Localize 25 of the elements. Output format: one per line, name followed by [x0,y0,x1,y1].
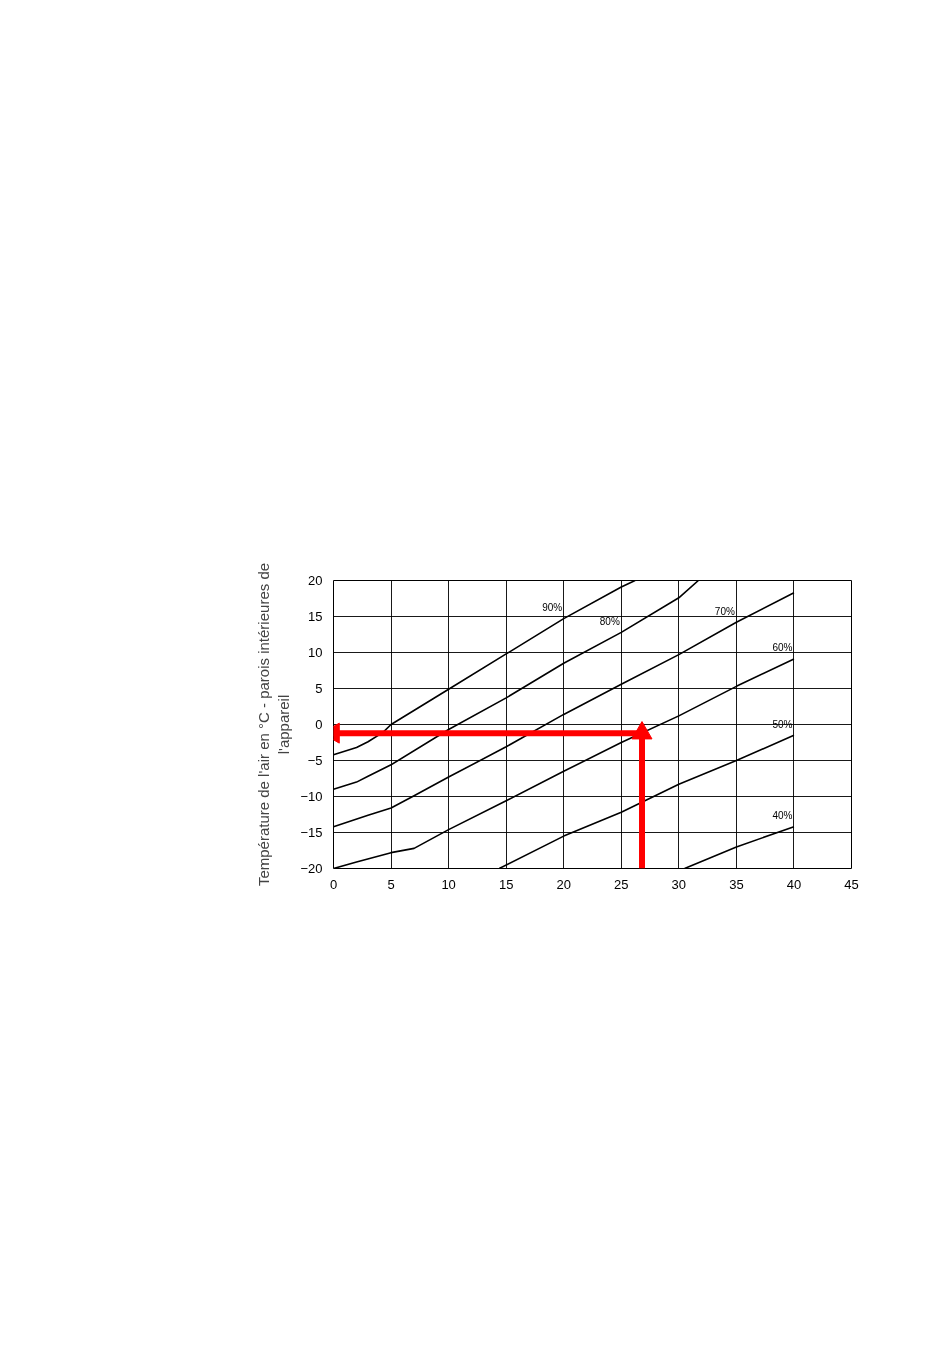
y-tick-label: 0 [315,717,323,732]
x-tick-label: 30 [671,876,687,892]
series-label: 90% [542,601,563,613]
y-tick-label: 5 [315,681,323,696]
y-tick-label: −15 [300,825,323,840]
series-label: 80% [599,615,620,627]
x-tick-label: 35 [729,876,744,892]
x-tick-label: 40 [786,876,802,892]
y-tick-label: −5 [307,753,323,768]
y-tick-label: −20 [300,861,323,876]
x-tick-label: 15 [498,876,514,892]
series-label: 70% [714,605,735,617]
y-axis-title: Température de l'air en °C - parois intérieures de l'appareil [255,562,293,887]
series-label: 40% [772,809,793,821]
y-tick-label: 10 [308,645,323,660]
x-tick-label: 5 [387,876,395,892]
x-tick-label: 10 [441,876,456,892]
x-tick-label: 0 [329,876,338,892]
x-tick-label: 20 [556,876,571,892]
y-tick-label: −10 [300,789,323,804]
series-label: 60% [772,642,793,654]
x-tick-label: 45 [844,876,859,892]
y-tick-label: 15 [308,609,323,624]
x-tick-label: 25 [614,876,629,892]
y-tick-label: 20 [308,573,323,588]
